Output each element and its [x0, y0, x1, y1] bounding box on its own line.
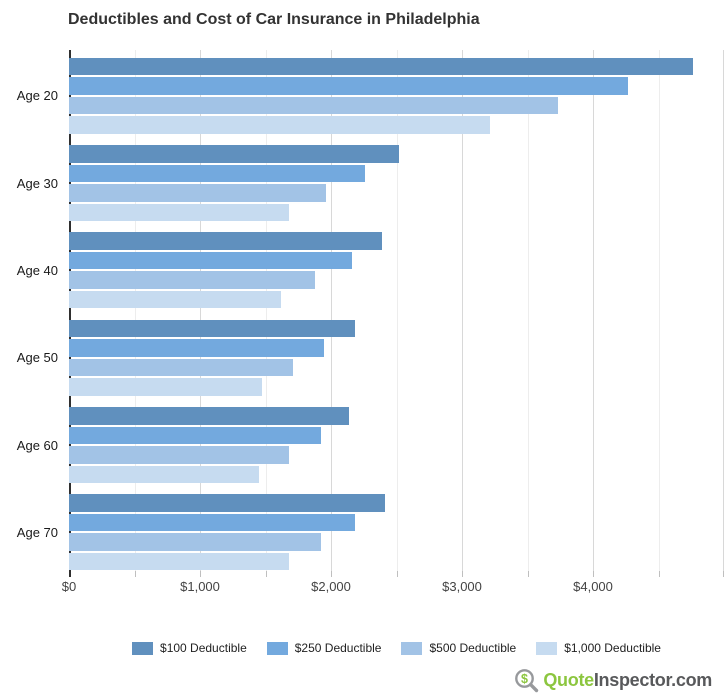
y-axis-line — [69, 50, 71, 571]
bar-age-60-100-deductible — [69, 407, 350, 425]
bar-age-70-1000-deductible — [69, 552, 290, 571]
bar-age-60-250-deductible — [69, 426, 321, 444]
gridline — [658, 50, 660, 571]
y-axis-label: Age 70 — [16, 524, 58, 540]
y-axis-label: Age 60 — [16, 437, 58, 453]
bar-age-40-1000-deductible — [69, 290, 282, 309]
gridline — [134, 50, 136, 571]
tick-mark — [265, 571, 267, 577]
bar-age-30-100-deductible — [69, 145, 400, 163]
legend-swatch — [401, 641, 423, 655]
brand-logo: $ QuoteInspector.com — [513, 667, 712, 694]
bar-age-40-250-deductible — [69, 251, 352, 270]
bar-age-60-1000-deductible — [69, 465, 259, 483]
brand-text-green: Quote — [543, 670, 594, 690]
legend-swatch — [132, 641, 154, 655]
chart-title: Deductibles and Cost of Car Insurance in… — [68, 11, 480, 28]
legend-item: $250 Deductible — [266, 641, 382, 655]
bar-age-30-500-deductible — [69, 184, 326, 202]
legend-label: $100 Deductible — [160, 641, 247, 655]
bar-age-20-250-deductible — [69, 77, 629, 95]
plot-area — [69, 50, 724, 571]
tick-mark — [331, 571, 332, 577]
gridline — [396, 50, 398, 571]
x-axis-label: $0 — [61, 579, 77, 594]
bar-age-20-100-deductible — [69, 57, 693, 76]
bar-age-20-500-deductible — [69, 96, 558, 115]
legend-label: $500 Deductible — [429, 641, 517, 655]
tick-mark — [527, 571, 529, 577]
legend-item: $500 Deductible — [401, 641, 516, 655]
tick-mark — [593, 571, 594, 577]
bar-age-40-100-deductible — [69, 232, 383, 250]
legend-label: $1,000 Deductible — [564, 641, 661, 655]
x-axis-label: $3,000 — [442, 579, 482, 594]
legend-swatch — [536, 641, 558, 655]
x-axis-label: $2,000 — [311, 579, 351, 594]
x-axis-labels: $0 $1,000 $2,000 $3,000 $4,000 — [62, 579, 724, 595]
legend-item: $1,000 Deductible — [536, 641, 661, 655]
gridline — [200, 50, 201, 571]
y-axis-label: Age 30 — [16, 175, 58, 191]
bar-age-50-1000-deductible — [69, 378, 262, 396]
gridline — [527, 50, 529, 571]
bar-age-30-250-deductible — [69, 164, 366, 182]
bar-age-50-250-deductible — [69, 339, 325, 357]
tick-mark — [462, 571, 463, 577]
legend-label: $250 Deductible — [294, 641, 382, 655]
gridline — [331, 50, 332, 571]
x-axis-label: $4,000 — [573, 579, 613, 594]
bar-age-60-500-deductible — [69, 446, 290, 464]
tick-mark — [134, 571, 136, 577]
bar-age-70-100-deductible — [69, 494, 385, 512]
bar-age-50-500-deductible — [69, 358, 293, 377]
bar-age-20-1000-deductible — [69, 116, 490, 134]
brand-text: QuoteInspector.com — [543, 670, 712, 691]
tick-mark — [658, 571, 660, 577]
tick-mark — [200, 571, 201, 577]
magnifier-dollar-icon: $ — [515, 669, 539, 693]
bar-age-70-250-deductible — [69, 513, 355, 532]
gridline — [462, 50, 463, 571]
bar-age-30-1000-deductible — [69, 203, 290, 221]
legend: $100 Deductible $250 Deductible $500 Deduc… — [69, 641, 724, 655]
y-axis-label: Age 20 — [16, 88, 58, 104]
gridline — [265, 50, 267, 571]
bar-age-50-100-deductible — [69, 319, 355, 338]
y-axis-labels: Age 20 Age 30 Age 40 Age 50 Age 60 Age 70 — [0, 50, 58, 571]
gridline — [593, 50, 594, 571]
bar-age-40-500-deductible — [69, 271, 316, 289]
legend-swatch — [266, 641, 288, 655]
dollar-glyph: $ — [521, 672, 528, 686]
x-axis-label: $1,000 — [180, 579, 220, 594]
tick-mark — [396, 571, 398, 577]
legend-item: $100 Deductible — [132, 641, 247, 655]
bar-age-70-500-deductible — [69, 533, 321, 551]
y-axis-label: Age 40 — [16, 262, 58, 278]
x-axis-ticks — [69, 571, 724, 578]
y-axis-label: Age 50 — [16, 350, 58, 366]
tick-mark — [69, 571, 71, 577]
brand-text-dark: Inspector.com — [593, 670, 712, 690]
